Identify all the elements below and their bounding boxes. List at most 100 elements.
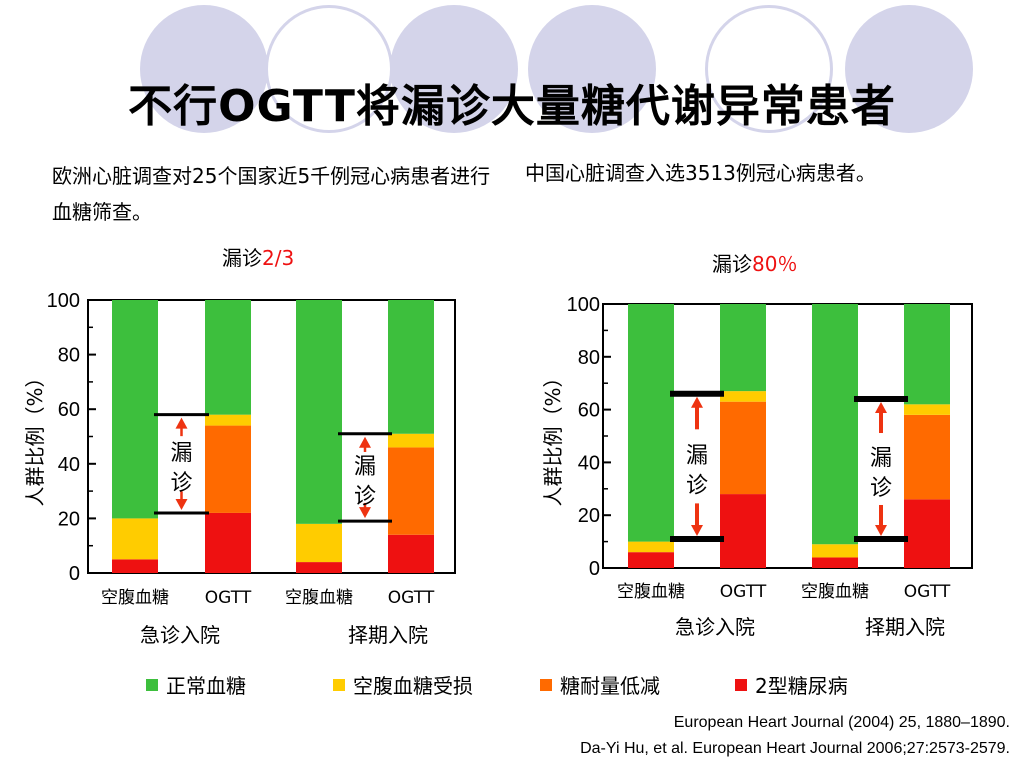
bar-segment [904, 404, 950, 415]
missed-arrow-head-up [691, 396, 703, 408]
legend-item-normal: 正常血糖 [146, 670, 246, 699]
bar-segment [296, 523, 342, 563]
bar-segment [388, 534, 434, 573]
bar-segment [388, 447, 434, 535]
bar-segment [720, 494, 766, 568]
bar-segment [628, 541, 674, 553]
bar-label: OGTT [720, 582, 767, 602]
bar-segment [388, 433, 434, 448]
deco-circle-4 [528, 5, 656, 133]
missed-arrow-head-up [175, 417, 188, 429]
bar-segment [720, 401, 766, 495]
right-missed-heading: 漏诊80％ [712, 246, 797, 282]
bar-segment [904, 304, 950, 405]
missed-arrow-head-down [691, 524, 703, 536]
missed-annotation-char: 漏 [354, 454, 376, 479]
bar-segment [720, 304, 766, 392]
bar-label: OGTT [388, 588, 435, 608]
group-label: 急诊入院 [675, 615, 755, 639]
bar-segment [112, 559, 158, 573]
bar-segment [112, 300, 158, 519]
left-missed-heading: 漏诊2/3 [222, 240, 294, 276]
y-tick-label: 20 [578, 505, 600, 527]
legend-label-igt: 糖耐量低减 [560, 674, 660, 698]
left-missed-value: 2/3 [262, 246, 295, 270]
deco-circle-2 [265, 5, 393, 133]
page-title: 不行OGTT将漏诊大量糖代谢异常患者 [128, 81, 896, 132]
bar-segment [812, 557, 858, 568]
bar-segment [388, 300, 434, 434]
bar-segment [205, 425, 251, 513]
y-tick-label: 0 [69, 563, 80, 585]
legend-label-ifg: 空腹血糖受损 [353, 674, 473, 698]
y-tick-label: 20 [58, 508, 80, 530]
missed-annotation-char: 诊 [686, 473, 708, 498]
bar-segment [205, 414, 251, 426]
citation-1: European Heart Journal (2004) 25, 1880–1… [673, 714, 1010, 731]
deco-circle-6 [845, 5, 973, 133]
y-tick-label: 80 [58, 345, 80, 367]
right-missed-value: 80％ [752, 252, 798, 276]
y-tick-label: 100 [47, 290, 80, 312]
legend-item-dm: 2型糖尿病 [735, 670, 848, 699]
missed-annotation-char: 漏 [870, 446, 892, 471]
legend-swatch-dm [735, 678, 747, 691]
y-axis-label: 人群比例（%） [23, 367, 47, 506]
bar-label: OGTT [205, 588, 252, 608]
right-description: 中国心脏调查入选3513例冠心病患者。 [525, 161, 876, 185]
missed-annotation-char: 诊 [870, 476, 892, 501]
bar-label: OGTT [904, 582, 951, 602]
left-description: 欧洲心脏调查对25个国家近5千例冠心病患者进行血糖筛查。 [52, 164, 491, 224]
missed-annotation-char: 漏 [686, 443, 708, 468]
missed-arrow-head-down [875, 524, 887, 536]
deco-circle-3 [390, 5, 518, 133]
bar-label: 空腹血糖 [801, 582, 869, 602]
deco-circle-5 [705, 5, 833, 133]
missed-arrow-head-down [359, 507, 371, 519]
missed-arrow-head-up [359, 436, 371, 448]
deco-circle-1 [140, 5, 268, 133]
bar-segment [812, 544, 858, 558]
y-axis-label: 人群比例（%） [541, 367, 565, 506]
missed-annotation-char: 漏 [170, 441, 192, 466]
y-tick-label: 80 [578, 347, 600, 369]
bar-segment [628, 552, 674, 568]
y-tick-label: 40 [58, 454, 80, 476]
legend-swatch-normal [146, 678, 158, 691]
group-label: 择期入院 [865, 615, 945, 639]
bar-segment [720, 391, 766, 402]
bar-label: 空腹血糖 [285, 588, 353, 608]
right-missed-prefix: 漏诊 [712, 252, 752, 276]
legend-label-dm: 2型糖尿病 [755, 674, 848, 698]
legend-label-normal: 正常血糖 [166, 674, 246, 698]
bar-label: 空腹血糖 [101, 588, 169, 608]
bar-segment [205, 512, 251, 573]
y-tick-label: 60 [58, 399, 80, 421]
bar-segment [812, 304, 858, 545]
legend-swatch-ifg [333, 678, 345, 691]
legend-item-igt: 糖耐量低减 [540, 670, 660, 699]
legend-item-ifg: 空腹血糖受损 [333, 670, 473, 699]
bar-segment [904, 414, 950, 500]
left-missed-prefix: 漏诊 [222, 246, 262, 270]
bar-segment [904, 499, 950, 568]
bar-segment [112, 518, 158, 560]
group-label: 择期入院 [348, 623, 428, 647]
y-tick-label: 60 [578, 400, 600, 422]
y-tick-label: 100 [567, 294, 600, 316]
bar-segment [296, 562, 342, 573]
missed-annotation-char: 诊 [170, 471, 192, 496]
bar-segment [628, 304, 674, 542]
missed-arrow-head-up [875, 402, 887, 414]
legend-swatch-igt [540, 678, 552, 691]
bar-segment [296, 300, 342, 524]
citation-2: Da-Yi Hu, et al. European Heart Journal … [580, 740, 1010, 757]
missed-arrow-head-down [175, 498, 188, 510]
bar-segment [205, 300, 251, 415]
bar-label: 空腹血糖 [617, 582, 685, 602]
missed-annotation-char: 诊 [354, 484, 376, 509]
y-tick-label: 0 [589, 558, 600, 580]
group-label: 急诊入院 [140, 623, 220, 647]
y-tick-label: 40 [578, 452, 600, 474]
